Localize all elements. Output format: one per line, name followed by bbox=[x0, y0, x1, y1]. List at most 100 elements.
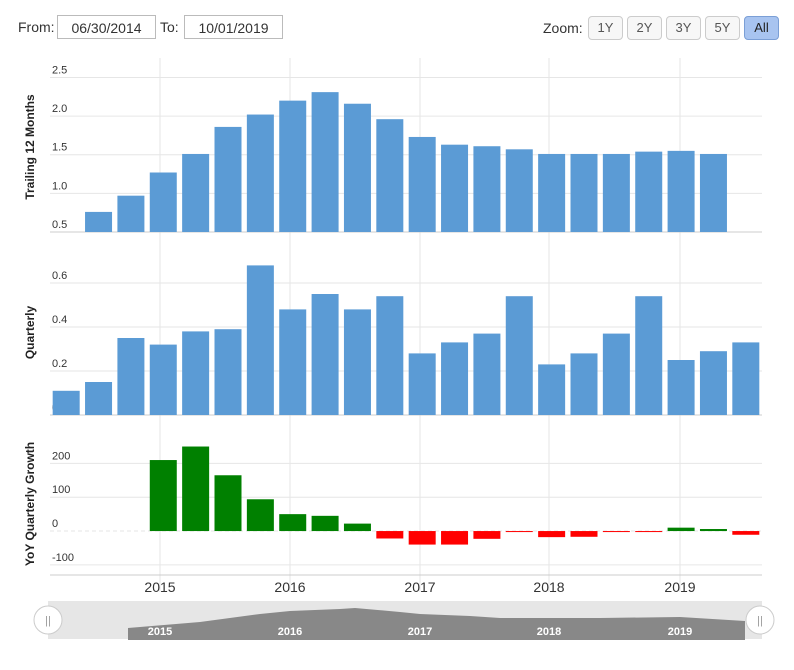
bar[interactable] bbox=[117, 338, 145, 415]
navigator-year-label: 2017 bbox=[408, 626, 432, 638]
bar[interactable] bbox=[602, 531, 630, 533]
y-tick-label: 0.2 bbox=[52, 358, 67, 370]
bar[interactable] bbox=[602, 153, 630, 232]
bar[interactable] bbox=[473, 146, 501, 232]
to-date-input[interactable]: 10/01/2019 bbox=[184, 15, 283, 39]
bar[interactable] bbox=[473, 531, 501, 539]
from-date-input[interactable]: 06/30/2014 bbox=[57, 15, 156, 39]
bar[interactable] bbox=[149, 344, 177, 415]
y-axis-label: Quarterly bbox=[23, 305, 37, 359]
bar[interactable] bbox=[699, 351, 727, 415]
bar[interactable] bbox=[85, 211, 113, 232]
bar[interactable] bbox=[732, 342, 760, 415]
bar[interactable] bbox=[182, 331, 210, 415]
bar[interactable] bbox=[149, 460, 177, 532]
bar[interactable] bbox=[667, 360, 695, 415]
bar[interactable] bbox=[602, 333, 630, 415]
bar[interactable] bbox=[408, 136, 436, 232]
bar[interactable] bbox=[538, 364, 566, 415]
bar[interactable] bbox=[85, 382, 113, 415]
bar[interactable] bbox=[343, 103, 371, 233]
y-tick-label: 1.5 bbox=[52, 142, 67, 154]
bar[interactable] bbox=[635, 531, 663, 533]
bar[interactable] bbox=[149, 172, 177, 233]
y-tick-label: 100 bbox=[52, 484, 70, 496]
bar[interactable] bbox=[246, 265, 274, 415]
bar[interactable] bbox=[311, 92, 339, 233]
bar[interactable] bbox=[246, 114, 274, 232]
bar[interactable] bbox=[505, 296, 533, 415]
bar[interactable] bbox=[279, 514, 307, 532]
bar[interactable] bbox=[699, 153, 727, 232]
zoom-5y-button[interactable]: 5Y bbox=[705, 16, 740, 40]
y-axis-label: Trailing 12 Months bbox=[23, 94, 37, 200]
bar[interactable] bbox=[311, 515, 339, 532]
bar[interactable] bbox=[667, 527, 695, 532]
zoom-1y-button[interactable]: 1Y bbox=[588, 16, 623, 40]
bar[interactable] bbox=[182, 446, 210, 532]
bar[interactable] bbox=[376, 119, 404, 232]
navigator-year-label: 2018 bbox=[537, 626, 561, 638]
date-range-toolbar: From: 06/30/2014 To: 10/01/2019 Zoom: 1Y… bbox=[0, 0, 794, 50]
bar[interactable] bbox=[376, 296, 404, 415]
bar[interactable] bbox=[279, 100, 307, 233]
bar[interactable] bbox=[505, 531, 533, 533]
bar[interactable] bbox=[343, 309, 371, 415]
x-tick-label: 2015 bbox=[144, 579, 175, 595]
navigator-year-label: 2016 bbox=[278, 626, 302, 638]
bar[interactable] bbox=[214, 329, 242, 415]
bar[interactable] bbox=[441, 342, 469, 415]
x-tick-label: 2017 bbox=[404, 579, 435, 595]
y-tick-label: 0.4 bbox=[52, 314, 67, 326]
bar[interactable] bbox=[182, 153, 210, 232]
navigator-left-handle[interactable] bbox=[33, 605, 63, 635]
bar[interactable] bbox=[441, 144, 469, 232]
y-tick-label: 1.0 bbox=[52, 180, 67, 192]
bar[interactable] bbox=[667, 150, 695, 232]
bar[interactable] bbox=[117, 195, 145, 232]
x-tick-label: 2016 bbox=[274, 579, 305, 595]
y-tick-label: -100 bbox=[52, 552, 74, 564]
zoom-all-button[interactable]: All bbox=[744, 16, 779, 40]
bar[interactable] bbox=[246, 499, 274, 532]
bar[interactable] bbox=[699, 529, 727, 532]
bar[interactable] bbox=[538, 153, 566, 232]
bar[interactable] bbox=[505, 149, 533, 232]
navigator-series-area bbox=[128, 608, 745, 640]
bar[interactable] bbox=[214, 475, 242, 532]
bar[interactable] bbox=[473, 333, 501, 415]
bar[interactable] bbox=[343, 523, 371, 532]
zoom-3y-button[interactable]: 3Y bbox=[666, 16, 701, 40]
bar[interactable] bbox=[408, 531, 436, 545]
bar[interactable] bbox=[408, 353, 436, 415]
navigator-year-label: 2015 bbox=[148, 626, 172, 638]
bar[interactable] bbox=[635, 296, 663, 415]
x-tick-label: 2019 bbox=[664, 579, 695, 595]
bar[interactable] bbox=[570, 353, 598, 415]
bar[interactable] bbox=[538, 531, 566, 538]
bar[interactable] bbox=[52, 390, 80, 415]
bar[interactable] bbox=[635, 151, 663, 232]
y-axis-label: YoY Quarterly Growth bbox=[23, 442, 37, 566]
bar[interactable] bbox=[279, 309, 307, 415]
bar[interactable] bbox=[570, 153, 598, 232]
bar[interactable] bbox=[311, 294, 339, 415]
bar[interactable] bbox=[570, 531, 598, 537]
y-tick-label: 2.5 bbox=[52, 64, 67, 76]
zoom-2y-button[interactable]: 2Y bbox=[627, 16, 662, 40]
bar[interactable] bbox=[441, 531, 469, 545]
y-tick-label: 0 bbox=[52, 518, 58, 530]
handle-grip-icon: || bbox=[757, 615, 763, 627]
bar[interactable] bbox=[214, 126, 242, 232]
bar[interactable] bbox=[732, 531, 760, 535]
handle-grip-icon: || bbox=[45, 615, 51, 627]
y-tick-label: 0.6 bbox=[52, 270, 67, 282]
y-tick-label: 200 bbox=[52, 450, 70, 462]
from-label: From: bbox=[18, 19, 55, 35]
navigator-year-label: 2019 bbox=[668, 626, 692, 638]
y-tick-label: 2.0 bbox=[52, 103, 67, 115]
navigator-right-handle[interactable] bbox=[745, 605, 775, 635]
bar[interactable] bbox=[376, 531, 404, 539]
x-tick-label: 2018 bbox=[533, 579, 564, 595]
